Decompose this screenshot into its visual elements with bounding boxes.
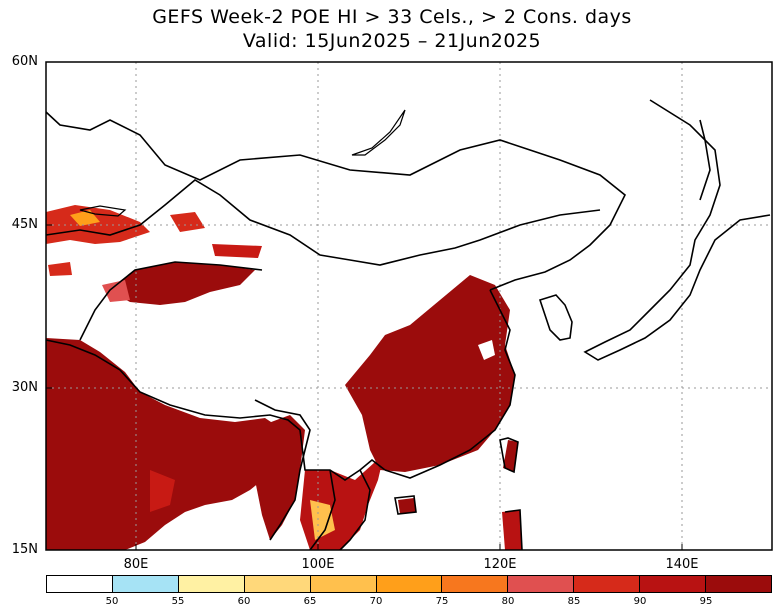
hainan-region — [398, 498, 416, 514]
colorbar-box-7 — [508, 576, 575, 592]
colorbar-box-9 — [640, 576, 707, 592]
colorbar-box-6 — [442, 576, 509, 592]
dzungaria-region — [170, 212, 205, 232]
colorbar-label-60: 60 — [237, 596, 251, 607]
colorbar-box-1 — [112, 576, 179, 592]
heat-shading — [46, 205, 522, 550]
colorbar-label-75: 75 — [435, 596, 449, 607]
colorbar-label-90: 90 — [633, 596, 647, 607]
graticule — [46, 62, 772, 550]
coastlines — [45, 99, 771, 551]
china-gap — [478, 340, 495, 360]
map-subtitle: Valid: 15Jun2025 – 21Jun2025 — [242, 30, 542, 52]
east-china-region — [345, 275, 515, 472]
ticks — [46, 61, 683, 551]
colorbar-label-55: 55 — [171, 596, 185, 607]
taiwan-region — [503, 440, 518, 472]
colorbar-label-70: 70 — [369, 596, 383, 607]
colorbar-box-4 — [310, 576, 377, 592]
colorbar-label-95: 95 — [699, 596, 713, 607]
indochina-patch — [310, 500, 335, 540]
uzbek-region — [48, 262, 72, 276]
map-frame — [45, 61, 773, 551]
myanmar-region — [255, 415, 305, 540]
colorbar-box-2 — [178, 576, 245, 592]
lon-label-140e: 140E — [665, 557, 699, 572]
colorbar — [46, 575, 772, 593]
india-region — [46, 338, 288, 550]
lon-label-120e: 120E — [483, 557, 517, 572]
colorbar-label-80: 80 — [501, 596, 515, 607]
lat-label-45n: 45N — [11, 217, 38, 232]
philippines-region — [502, 510, 522, 550]
lon-label-80e: 80E — [123, 557, 149, 572]
mongolia-west-region — [212, 244, 262, 258]
kazakh-patch — [70, 210, 100, 226]
colorbar-label-50: 50 — [105, 596, 119, 607]
lon-label-100e: 100E — [301, 557, 335, 572]
colorbar-label-85: 85 — [567, 596, 581, 607]
colorbar-box-8 — [574, 576, 641, 592]
map-title: GEFS Week-2 POE HI > 33 Cels., > 2 Cons.… — [152, 6, 632, 28]
taklamakan-edge — [102, 280, 130, 302]
lat-label-60n: 60N — [11, 54, 38, 69]
colorbar-box-3 — [244, 576, 311, 592]
colorbar-box-0 — [47, 576, 113, 592]
taklamakan-region — [108, 262, 255, 305]
lat-label-30n: 30N — [11, 380, 38, 395]
colorbar-box-5 — [376, 576, 443, 592]
lat-label-15n: 15N — [11, 542, 38, 557]
colorbar-label-65: 65 — [303, 596, 317, 607]
colorbar-box-10 — [706, 576, 771, 592]
india-patch — [150, 470, 175, 512]
